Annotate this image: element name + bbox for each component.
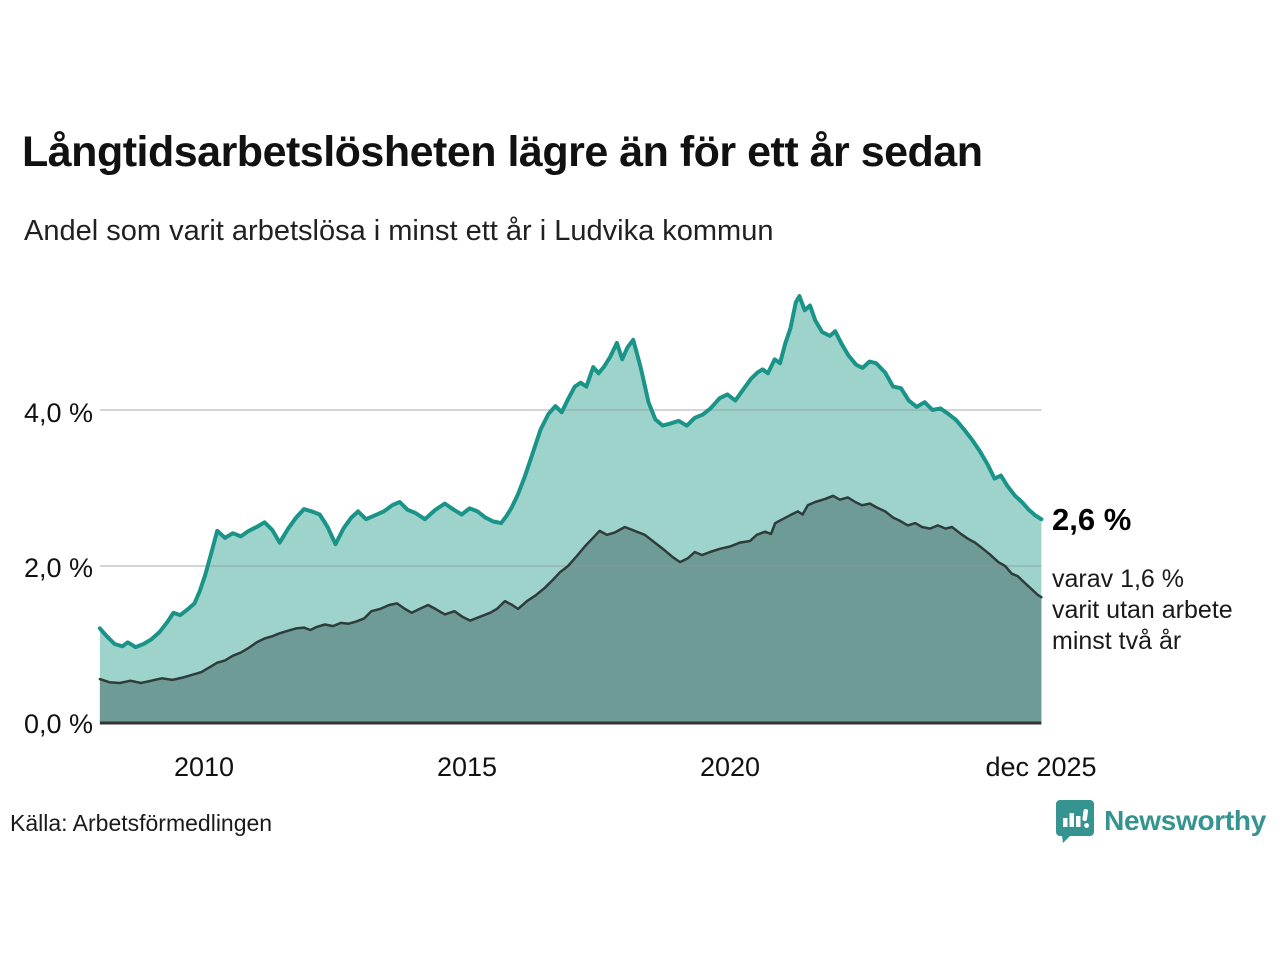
annotation-line-2: varit utan arbete <box>1052 596 1233 624</box>
annotation-line-3: minst två år <box>1052 627 1182 655</box>
x-axis-tick-2010: 2010 <box>173 752 235 782</box>
minst-ett-ar-line <box>97 294 1044 650</box>
y-axis-tick-2: 2,0 % <box>23 553 93 583</box>
y-axis-tick-0: 0,0 % <box>23 709 93 739</box>
minst-tva-ar-line <box>98 494 1043 685</box>
brand-logo: Newsworthy <box>1054 798 1266 844</box>
series-end-value-label: 2,6 % <box>1052 502 1132 537</box>
x-axis-tick-dec-2025: dec 2025 <box>985 752 1097 782</box>
annotation-line-1: varav 1,6 % <box>1052 565 1185 593</box>
series-secondary-annotation: varav 1,6 % varit utan arbete minst två … <box>1052 564 1233 657</box>
page-subtitle: Andel som varit arbetslösa i minst ett å… <box>24 215 774 247</box>
brand-name: Newsworthy <box>1104 805 1266 836</box>
minst-tva-ar-area <box>99 495 1042 722</box>
x-axis-tick-2020: 2020 <box>699 752 761 782</box>
source-credit: Källa: Arbetsförmedlingen <box>10 810 273 836</box>
newsworthy-bars-icon <box>1056 800 1095 843</box>
page-title: Långtidsarbetslösheten lägre än för ett … <box>22 128 983 176</box>
y-axis-tick-4: 4,0 % <box>23 398 93 428</box>
x-axis-tick-2015: 2015 <box>436 752 498 782</box>
